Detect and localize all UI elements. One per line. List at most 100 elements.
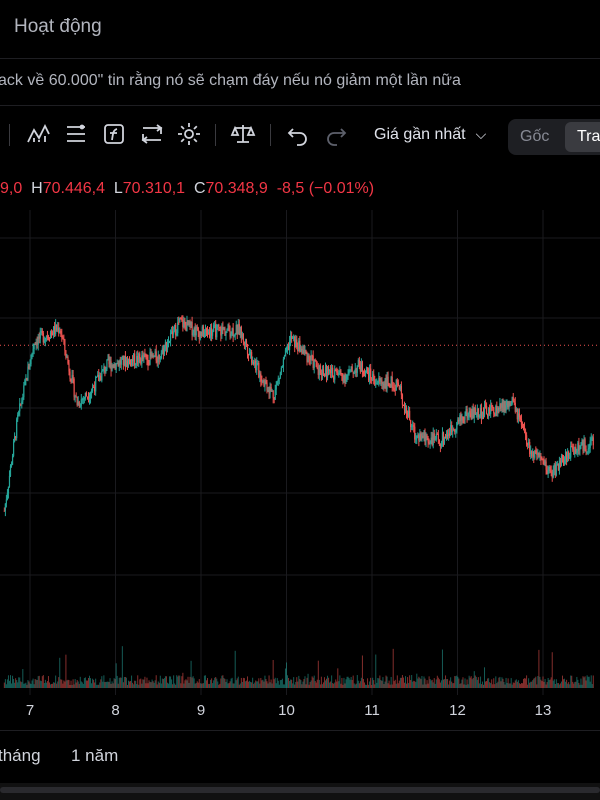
candle-body	[294, 336, 296, 348]
volume-bar	[426, 680, 428, 688]
range-month[interactable]: tháng	[0, 746, 41, 765]
candle-body	[58, 327, 60, 333]
volume-bar	[407, 677, 409, 688]
candle-body	[486, 413, 489, 417]
volume-bar	[360, 677, 362, 688]
candle-body	[190, 321, 192, 326]
candle-body	[280, 367, 282, 373]
candle-body	[347, 373, 349, 376]
volume-bar	[413, 680, 415, 688]
volume-bar	[445, 675, 447, 688]
scale-toggle: Gốc Tra	[508, 119, 600, 155]
x-tick-label: 7	[25, 702, 35, 719]
candle-body	[359, 366, 361, 372]
price-type-label: Giá gần nhất	[374, 126, 466, 143]
candle-body	[260, 373, 262, 382]
volume-bar	[440, 680, 442, 688]
candle-body	[214, 324, 216, 326]
volume-bar	[308, 684, 310, 688]
candle-body	[271, 390, 273, 392]
candle-body	[495, 406, 497, 417]
volume-bar	[491, 679, 493, 688]
candle-body	[57, 327, 59, 331]
candle-body	[49, 332, 52, 339]
settings-icon[interactable]	[175, 120, 203, 148]
volume-bar	[266, 681, 268, 688]
volume-bar	[459, 683, 461, 688]
candle-body	[563, 459, 566, 464]
candle-body	[177, 322, 179, 334]
candle-body	[187, 320, 189, 326]
volume-bar	[492, 684, 494, 688]
candle-body	[41, 331, 43, 334]
candle-body	[264, 381, 266, 386]
candle-body	[498, 407, 500, 410]
candle-body	[18, 411, 20, 415]
candle-body	[330, 370, 332, 373]
volume-bar	[420, 679, 422, 688]
candle-body	[45, 336, 48, 338]
candle-body	[203, 332, 206, 337]
volume-bar	[497, 681, 499, 688]
volume-bar	[197, 682, 199, 688]
volume-bar	[496, 683, 498, 688]
candle-body	[360, 362, 362, 372]
volume-bar	[162, 678, 164, 688]
undo-icon[interactable]	[284, 120, 312, 148]
candle-body	[473, 407, 475, 418]
candle-body	[510, 403, 512, 406]
candle-body	[274, 389, 276, 400]
candle-body	[349, 369, 351, 371]
volume-bar	[208, 683, 210, 688]
scale-icon[interactable]	[229, 120, 257, 148]
candle-body	[548, 467, 550, 471]
candle-body	[393, 388, 395, 390]
volume-bar	[416, 673, 418, 688]
candle-body	[450, 425, 452, 436]
toggle-option-active[interactable]: Tra	[565, 122, 600, 152]
candle-body	[86, 396, 89, 398]
indicators-icon[interactable]	[24, 120, 52, 148]
volume-bar	[333, 683, 335, 688]
candle-body	[536, 452, 538, 455]
volume-bar	[425, 684, 427, 688]
candle-body	[74, 396, 76, 398]
volume-bar	[236, 678, 238, 688]
volume-bar	[106, 681, 108, 688]
candle-body	[541, 459, 543, 461]
volume-bar	[83, 678, 85, 688]
volume-bar	[113, 678, 115, 688]
candle-body	[47, 336, 50, 339]
scrollbar-thumb[interactable]	[0, 787, 600, 793]
volume-bar	[292, 683, 294, 688]
volume-bar	[571, 675, 573, 688]
scrollbar[interactable]	[0, 783, 600, 800]
volume-bar	[474, 675, 476, 688]
candle-body	[113, 364, 115, 368]
candle-body	[37, 336, 39, 345]
candle-body	[65, 350, 67, 358]
price-type-dropdown[interactable]: Giá gần nhất ⌵	[374, 126, 486, 144]
candle-body	[430, 437, 432, 444]
volume-bar	[554, 683, 556, 688]
candlestick-chart[interactable]	[0, 210, 600, 695]
volume-bar	[543, 681, 545, 688]
low-label: L	[113, 180, 123, 197]
candle-body	[174, 324, 176, 332]
candle-body	[373, 374, 375, 381]
compare-icon[interactable]	[62, 120, 90, 148]
candle-body	[182, 319, 184, 328]
volume-bar	[212, 683, 214, 688]
function-icon[interactable]	[100, 120, 128, 148]
volume-bar	[339, 675, 341, 688]
volume-bar	[188, 682, 190, 688]
volume-bar	[524, 678, 526, 688]
volume-bar	[378, 678, 380, 688]
candle-body	[89, 393, 92, 399]
candle-body	[245, 340, 248, 347]
candle-body	[488, 407, 490, 417]
range-1-year[interactable]: 1 năm	[71, 746, 119, 765]
toggle-option-original[interactable]: Gốc	[520, 128, 550, 145]
replay-icon[interactable]	[138, 120, 166, 148]
redo-icon[interactable]	[322, 120, 350, 148]
